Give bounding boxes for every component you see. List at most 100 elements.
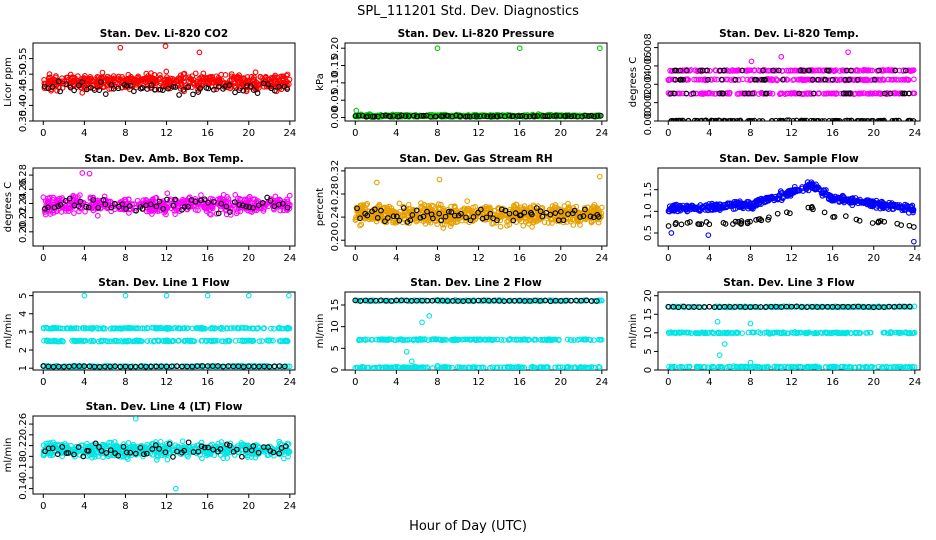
data-point bbox=[892, 67, 899, 74]
data-point bbox=[697, 118, 704, 121]
data-point bbox=[90, 200, 96, 206]
data-point bbox=[180, 71, 187, 77]
data-point bbox=[63, 81, 70, 88]
data-point bbox=[798, 76, 805, 83]
data-point bbox=[69, 202, 76, 209]
data-point bbox=[791, 67, 798, 74]
data-points bbox=[352, 297, 605, 370]
data-point bbox=[147, 338, 154, 344]
data-point bbox=[673, 117, 680, 121]
data-point bbox=[749, 90, 756, 97]
data-point bbox=[241, 325, 247, 331]
data-point bbox=[678, 221, 685, 228]
y-tick-label: 0.26 bbox=[18, 178, 29, 200]
data-point bbox=[677, 76, 684, 83]
data-point bbox=[522, 336, 529, 343]
data-point bbox=[379, 112, 386, 119]
data-point bbox=[233, 74, 240, 81]
data-point bbox=[597, 337, 604, 343]
data-point bbox=[40, 363, 47, 369]
data-point bbox=[352, 113, 359, 119]
data-point bbox=[433, 113, 439, 120]
data-point bbox=[420, 213, 427, 220]
data-point bbox=[420, 112, 427, 119]
data-point bbox=[222, 71, 229, 78]
data-point bbox=[597, 112, 604, 119]
x-tick-label: 0 bbox=[40, 377, 46, 388]
data-point bbox=[690, 90, 697, 97]
data-point bbox=[687, 219, 693, 225]
y-tick-label: 0.10 bbox=[330, 72, 341, 94]
data-point bbox=[168, 79, 174, 86]
y-tick-label: 4 bbox=[18, 311, 29, 317]
data-point bbox=[741, 200, 747, 207]
x-tick-label: 16 bbox=[201, 377, 214, 388]
data-point bbox=[415, 336, 422, 343]
data-point bbox=[591, 113, 598, 120]
data-point bbox=[231, 325, 237, 331]
data-point bbox=[62, 197, 69, 204]
data-point bbox=[157, 80, 164, 87]
data-point bbox=[42, 211, 49, 218]
data-point bbox=[905, 117, 912, 121]
data-point bbox=[236, 201, 243, 208]
data-point bbox=[47, 79, 54, 85]
data-point bbox=[181, 338, 188, 344]
data-point bbox=[801, 77, 808, 83]
data-point bbox=[850, 67, 856, 74]
data-point bbox=[250, 87, 257, 93]
data-point bbox=[90, 197, 97, 203]
data-point bbox=[863, 67, 870, 74]
data-point bbox=[206, 75, 213, 82]
data-point bbox=[758, 217, 765, 224]
data-point bbox=[587, 213, 594, 220]
data-point bbox=[135, 325, 141, 331]
data-points bbox=[665, 49, 918, 121]
data-point bbox=[889, 117, 896, 121]
x-tick-label: 12 bbox=[472, 128, 485, 139]
x-tick-label: 0 bbox=[665, 253, 671, 264]
data-point bbox=[513, 219, 520, 226]
x-tick-label: 20 bbox=[867, 253, 880, 264]
data-point bbox=[185, 84, 192, 91]
data-point bbox=[198, 192, 204, 198]
data-point bbox=[699, 90, 706, 97]
data-point bbox=[484, 113, 491, 120]
data-point bbox=[909, 202, 916, 209]
data-point bbox=[277, 78, 283, 85]
data-point-outlier bbox=[596, 45, 603, 52]
data-point bbox=[189, 363, 196, 370]
x-tick-label: 4 bbox=[81, 128, 87, 139]
data-point bbox=[751, 67, 758, 73]
data-point bbox=[679, 67, 686, 74]
data-point bbox=[821, 209, 828, 216]
data-point bbox=[777, 192, 783, 199]
data-point bbox=[133, 207, 139, 214]
data-point bbox=[474, 336, 480, 343]
data-point bbox=[577, 222, 583, 228]
data-point bbox=[594, 113, 601, 119]
data-point bbox=[156, 325, 162, 332]
y-axis-label: degrees C bbox=[3, 182, 14, 232]
x-tick-label: 24 bbox=[595, 128, 608, 139]
data-point bbox=[130, 88, 137, 95]
data-point bbox=[561, 203, 568, 209]
data-point bbox=[796, 90, 802, 97]
x-tick-label: 12 bbox=[160, 128, 173, 139]
data-point bbox=[67, 71, 74, 78]
data-point bbox=[245, 77, 252, 84]
data-point bbox=[205, 85, 212, 92]
data-point bbox=[119, 201, 125, 208]
data-point bbox=[894, 220, 901, 227]
data-point bbox=[211, 325, 218, 332]
data-point bbox=[497, 364, 504, 370]
data-point bbox=[225, 363, 232, 369]
data-point bbox=[822, 76, 829, 83]
panel-title: Stan. Dev. Line 1 Flow bbox=[98, 277, 230, 289]
data-point bbox=[748, 202, 755, 209]
data-point bbox=[562, 113, 569, 120]
data-point bbox=[178, 80, 185, 87]
data-point bbox=[777, 90, 784, 97]
data-point bbox=[475, 209, 481, 216]
